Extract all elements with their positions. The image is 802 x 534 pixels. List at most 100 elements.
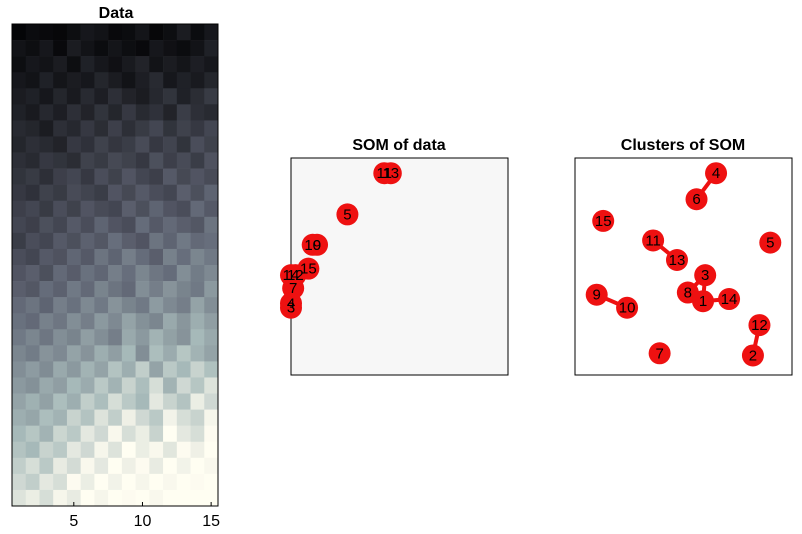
heatmap-cell	[66, 216, 81, 234]
heatmap-cell	[176, 441, 191, 459]
heatmap-cell	[190, 313, 205, 330]
heatmap-cell	[135, 265, 150, 282]
heatmap-cell	[163, 216, 178, 234]
node-label: 15	[595, 213, 612, 230]
node-marker	[665, 248, 688, 271]
heatmap-cell	[108, 441, 123, 459]
heatmap-cell	[176, 377, 191, 394]
clusters-panel: Clusters of SOM 46 15 11 5 13 38 9 1 14 10 12 7 2	[574, 137, 793, 376]
heatmap-cell	[149, 40, 164, 57]
heatmap-cell	[39, 24, 54, 41]
heatmap-cell	[25, 152, 40, 169]
heatmap-cell	[135, 457, 150, 475]
heatmap-cell	[12, 409, 27, 426]
heatmap-cell	[135, 232, 150, 250]
heatmap-cell	[190, 152, 205, 169]
heatmap-cell	[94, 88, 109, 105]
heatmap-cell	[66, 184, 81, 202]
heatmap-cell	[80, 329, 95, 346]
node-label: 7	[655, 345, 663, 362]
heatmap-cell	[53, 136, 68, 153]
node-label: 7	[289, 280, 297, 297]
heatmap-cell	[53, 216, 68, 234]
heatmap-cell	[176, 184, 191, 202]
heatmap-cell	[66, 489, 81, 507]
heatmap-cell	[121, 393, 136, 410]
node-label: 6	[692, 191, 700, 208]
heatmap-cell	[204, 473, 219, 491]
node-marker	[592, 209, 615, 232]
heatmap-cell	[25, 200, 40, 218]
heatmap-cell	[66, 248, 81, 266]
heatmap-cell	[149, 265, 164, 282]
node-label: 2	[749, 347, 757, 364]
heatmap-cell	[80, 265, 95, 282]
heatmap-cell	[149, 425, 164, 443]
heatmap-cell	[108, 24, 123, 41]
heatmap-cell	[94, 216, 109, 234]
heatmap-cell	[176, 329, 191, 346]
node-label: 12	[287, 267, 304, 284]
heatmap-cell	[12, 184, 27, 202]
heatmap-cell	[80, 489, 95, 507]
heatmap-cell	[80, 24, 95, 41]
node-label: 1	[699, 293, 707, 310]
node-marker	[705, 162, 728, 185]
heatmap-cell	[39, 216, 54, 234]
heatmap-cell	[176, 88, 191, 105]
heatmap-cell	[25, 216, 40, 234]
heatmap-cell	[204, 345, 219, 362]
som-title: SOM of data	[352, 137, 445, 154]
heatmap-cell	[190, 104, 205, 121]
heatmap-cell	[204, 152, 219, 169]
heatmap-cell	[135, 281, 150, 298]
heatmap-cell	[135, 56, 150, 73]
heatmap-cell	[149, 457, 164, 475]
heatmap-cell	[108, 200, 123, 218]
heatmap-cell	[163, 104, 178, 121]
heatmap-cell	[25, 393, 40, 410]
heatmap-cell	[66, 168, 81, 185]
heatmap-cell	[12, 457, 27, 475]
heatmap-cell	[149, 313, 164, 330]
heatmap-cell	[176, 489, 191, 507]
heatmap-cell	[66, 473, 81, 491]
heatmap-cell	[190, 345, 205, 362]
heatmap-cell	[176, 136, 191, 153]
heatmap-cell	[204, 457, 219, 475]
node-marker	[306, 233, 329, 256]
heatmap-cell	[163, 377, 178, 394]
heatmap-cell	[135, 361, 150, 378]
heatmap-cell	[135, 168, 150, 185]
heatmap-cell	[80, 393, 95, 410]
heatmap-cell	[66, 24, 81, 41]
cluster-nodes: 46 15 11 5 13 38 9 1 14 10 12 7 2	[585, 162, 782, 367]
node-label: 5	[766, 235, 774, 252]
heatmap-cell	[163, 489, 178, 507]
heatmap-cell	[149, 345, 164, 362]
heatmap-cell	[121, 377, 136, 394]
heatmap-cell	[135, 216, 150, 234]
heatmap-cell	[204, 393, 219, 410]
heatmap-cell	[176, 56, 191, 73]
heatmap-cell	[121, 120, 136, 137]
heatmap-cell	[149, 441, 164, 459]
heatmap-cell	[53, 40, 68, 57]
node-label: 12	[751, 317, 768, 334]
node-marker	[648, 342, 671, 365]
heatmap-cell	[190, 184, 205, 202]
heatmap-cell	[108, 345, 123, 362]
node-label: 4	[287, 295, 295, 312]
heatmap-cell	[53, 24, 68, 41]
heatmap-cell	[190, 457, 205, 475]
heatmap-cell	[176, 281, 191, 298]
heatmap-cell	[204, 248, 219, 266]
heatmap-cell	[25, 40, 40, 57]
heatmap-cell	[204, 297, 219, 314]
heatmap-cell	[80, 72, 95, 89]
heatmap-cell	[190, 168, 205, 185]
heatmap-cell	[190, 441, 205, 459]
heatmap-cell	[25, 473, 40, 491]
heatmap-cell	[25, 24, 40, 41]
heatmap-cell	[39, 345, 54, 362]
